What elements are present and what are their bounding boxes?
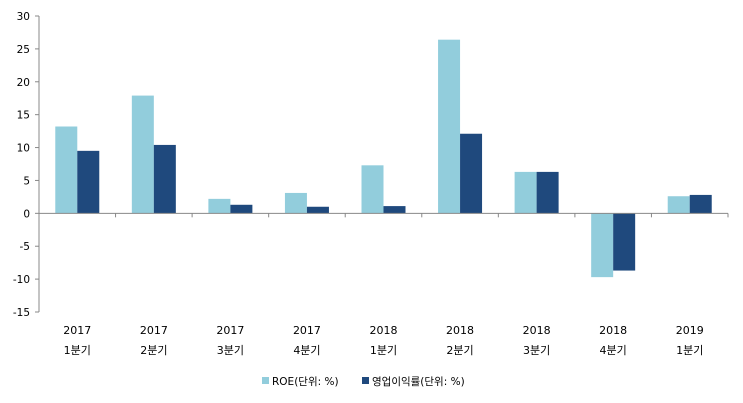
bar-series-2	[306, 206, 329, 214]
x-category-year: 2018	[446, 324, 474, 337]
x-category-quarter: 3분기	[523, 344, 550, 357]
x-category-quarter: 4분기	[600, 344, 627, 357]
bar-series-1	[208, 198, 231, 214]
y-tick-label: -10	[13, 274, 30, 286]
bar-series-1	[55, 126, 78, 214]
legend-swatch-series-2	[362, 377, 369, 384]
bar-series-1	[667, 196, 690, 214]
bar-series-1	[131, 95, 154, 214]
y-tick-label: 25	[17, 44, 30, 56]
bar-series-2	[153, 144, 176, 214]
x-category-year: 2018	[523, 324, 551, 337]
legend: ROE(단위: %) 영업이익률(단위: %)	[262, 375, 465, 388]
legend-label-series-1: ROE(단위: %)	[272, 375, 339, 388]
x-category-quarter: 3분기	[217, 344, 244, 357]
bar-series-1	[361, 165, 384, 214]
x-category-year: 2018	[599, 324, 627, 337]
x-category-quarter: 1분기	[64, 344, 91, 357]
y-tick-label: 0	[23, 208, 30, 220]
y-tick-label: -15	[13, 307, 30, 319]
bar-series-2	[613, 213, 636, 271]
bar-series-1	[591, 213, 614, 278]
y-axis: 30 25 20 15 10 5 0 -5 -10 -15	[13, 11, 40, 319]
x-category-quarter: 1분기	[370, 344, 397, 357]
x-category-quarter: 2분기	[446, 344, 473, 357]
y-tick-label: 10	[17, 143, 30, 155]
y-tick-label: 20	[17, 77, 30, 89]
bar-series-2	[230, 204, 253, 214]
x-category-year: 2018	[370, 324, 398, 337]
x-category-quarter: 2분기	[140, 344, 167, 357]
x-axis: 2017 1분기 2017 2분기 2017 3분기 2017 4분기 2018 1분기 2018 2…	[38, 212, 729, 357]
x-category-year: 2017	[216, 324, 244, 337]
y-tick-label: -5	[20, 241, 30, 253]
bar-series-1	[514, 171, 537, 214]
bar-series-2	[77, 150, 100, 214]
y-tick-label: 5	[23, 175, 30, 187]
x-category-year: 2017	[63, 324, 91, 337]
x-category-year: 2017	[293, 324, 321, 337]
legend-label-series-2: 영업이익률(단위: %)	[372, 375, 465, 388]
bar-series-1	[284, 192, 307, 214]
bar-series-2	[460, 133, 483, 214]
y-tick-label: 30	[17, 11, 30, 23]
x-category-quarter: 1분기	[676, 344, 703, 357]
bar-series-2	[689, 194, 712, 214]
bar-series-2	[536, 171, 559, 214]
y-tick-label: 15	[17, 110, 30, 122]
x-category-year: 2017	[140, 324, 168, 337]
legend-swatch-series-1	[262, 377, 269, 384]
bars	[55, 39, 712, 278]
bar-series-2	[383, 206, 406, 214]
bar-series-1	[438, 39, 461, 214]
x-category-year: 2019	[676, 324, 704, 337]
x-category-quarter: 4분기	[293, 344, 320, 357]
